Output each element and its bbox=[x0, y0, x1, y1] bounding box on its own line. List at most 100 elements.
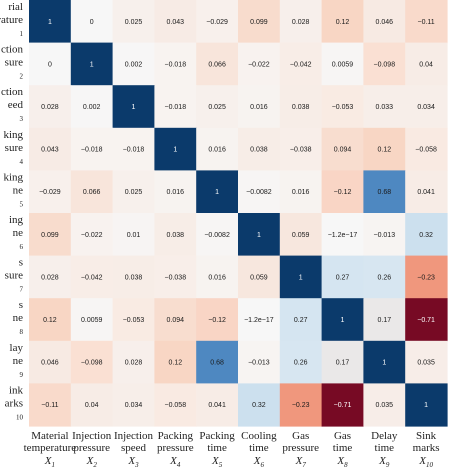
y-axis-label-5: king ne 5 bbox=[3, 171, 23, 208]
heatmap-cell-r8-c4 bbox=[154, 298, 197, 342]
x-axis-label-3-line-1: Injection bbox=[114, 430, 154, 442]
y-axis-label-7-line-1: s bbox=[19, 257, 23, 269]
x-axis-symbol-3: X3 bbox=[127, 455, 139, 469]
y-axis-label-10-line-1: ink bbox=[9, 384, 24, 396]
y-axis-label-2-line-1: ction bbox=[1, 44, 23, 56]
heatmap-cell-r4-c8 bbox=[321, 127, 364, 171]
y-axis-label-4: king sure 4 bbox=[3, 129, 23, 166]
heatmap-cell-value-r4-c3: −0.018 bbox=[123, 147, 145, 154]
heatmap-cell-r5-c8 bbox=[321, 170, 364, 214]
heatmap-cell-r8-c5 bbox=[196, 298, 239, 342]
heatmap-cell-r7-c8 bbox=[321, 255, 364, 299]
x-axis-label-1-line-1: Material bbox=[31, 430, 68, 442]
heatmap-cell-r9-c9 bbox=[363, 340, 406, 384]
y-axis-label-7-line-2: sure bbox=[5, 270, 23, 282]
heatmap-cell-value-r8-c1: 0.12 bbox=[43, 317, 57, 324]
heatmap-cell-value-r1-c9: 0.046 bbox=[376, 19, 394, 26]
heatmap-cell-value-r5-c2: 0.066 bbox=[83, 189, 101, 196]
heatmap-cell-r1-c2 bbox=[70, 0, 114, 44]
y-axis-label-8-line-2: ne bbox=[13, 312, 24, 324]
heatmap-cell-value-r10-c5: 0.041 bbox=[208, 402, 226, 409]
y-axis-label-10-line-2: arks bbox=[5, 397, 23, 409]
heatmap-cell-r9-c8 bbox=[321, 340, 364, 384]
x-axis-label-8-line-2: time bbox=[333, 442, 353, 454]
y-axis-label-1-line-2: rature bbox=[0, 14, 23, 26]
heatmap-cell-r4-c6 bbox=[238, 127, 281, 171]
heatmap-cell-value-r6-c9: −0.013 bbox=[373, 232, 395, 239]
x-axis-label-7-line-2: pressure bbox=[282, 442, 319, 454]
heatmap-cell-value-r5-c6: −0.0082 bbox=[246, 189, 272, 196]
heatmap-cell-value-r5-c4: 0.016 bbox=[167, 189, 185, 196]
heatmap-cell-r2-c2 bbox=[70, 42, 114, 86]
heatmap-cell-r3-c2 bbox=[70, 85, 114, 129]
heatmap-cell-value-r9-c9: 1 bbox=[382, 360, 386, 367]
heatmap-cell-value-r8-c5: −0.12 bbox=[208, 317, 226, 324]
heatmap-cell-r8-c6 bbox=[238, 298, 281, 342]
x-axis-symbol-10: X10 bbox=[418, 455, 433, 469]
heatmap-cell-r9-c2 bbox=[70, 340, 114, 384]
x-axis-label-9-line-2: time bbox=[375, 442, 395, 454]
heatmap-cell-r4-c2 bbox=[70, 127, 114, 171]
heatmap-cell-value-r2-c5: 0.066 bbox=[208, 61, 226, 68]
y-axis-label-1: rialrature 1 bbox=[0, 1, 24, 38]
x-axis-symbol-1: X1 bbox=[44, 455, 55, 469]
heatmap-cell-value-r8-c9: 0.17 bbox=[377, 317, 391, 324]
x-axis-label-2-line-1: Injection bbox=[72, 430, 112, 442]
heatmap-cell-value-r1-c5: −0.029 bbox=[206, 19, 228, 26]
heatmap-cell-value-r8-c2: 0.0059 bbox=[81, 317, 103, 324]
x-axis-label-5-line-2: time bbox=[207, 442, 227, 454]
heatmap-cell-value-r4-c8: 0.094 bbox=[334, 147, 352, 154]
y-axis-label-5-line-2: ne bbox=[13, 184, 24, 196]
heatmap-cell-value-r7-c5: 0.016 bbox=[208, 274, 226, 281]
heatmap-cell-r6-c2 bbox=[70, 213, 114, 257]
y-axis-label-4-line-2: sure bbox=[5, 142, 23, 154]
x-axis-label-9-line-1: Delay bbox=[371, 430, 398, 442]
heatmap-cell-r1-c6 bbox=[238, 0, 281, 44]
heatmap-cell-r2-c8 bbox=[321, 42, 364, 86]
heatmap-cell-value-r7-c2: −0.042 bbox=[81, 274, 103, 281]
heatmap-cell-r1-c1 bbox=[29, 0, 72, 44]
y-axis-label-6-line-1: ing bbox=[9, 214, 24, 226]
heatmap-cell-r4-c5 bbox=[196, 127, 239, 171]
x-axis-label-4-line-2: pressure bbox=[157, 442, 194, 454]
y-axis-label-2-line-2: sure bbox=[5, 57, 23, 69]
x-axis-symbol-4: X4 bbox=[169, 455, 181, 469]
heatmap-cell-value-r9-c1: 0.046 bbox=[41, 360, 59, 367]
heatmap-cell-r3-c8 bbox=[321, 85, 364, 129]
heatmap-cell-value-r6-c5: −0.0082 bbox=[204, 232, 230, 239]
heatmap-cell-r1-c7 bbox=[279, 0, 323, 44]
heatmap-cell-value-r9-c6: −0.013 bbox=[248, 360, 270, 367]
x-axis-labels: MaterialtemperatureX1InjectionpressureX2… bbox=[24, 430, 440, 469]
x-axis-label-3-line-2: speed bbox=[121, 442, 147, 454]
heatmap-cell-r1-c10 bbox=[405, 0, 448, 44]
heatmap-cell-value-r3-c10: 0.034 bbox=[417, 104, 435, 111]
y-axis-label-7-line-3: 7 bbox=[20, 286, 24, 294]
x-axis-label-5-line-1: Packing bbox=[199, 430, 235, 442]
heatmap-cell-r5-c4 bbox=[154, 170, 197, 214]
y-axis-label-6-line-3: 6 bbox=[20, 243, 24, 251]
heatmap-cell-value-r9-c8: 0.17 bbox=[336, 360, 350, 367]
y-axis-label-2: ction sure 2 bbox=[1, 44, 24, 81]
heatmap-cell-value-r5-c7: 0.016 bbox=[292, 189, 310, 196]
heatmap-cell-r6-c8 bbox=[321, 213, 364, 257]
heatmap-cell-value-r2-c4: −0.018 bbox=[164, 61, 186, 68]
y-axis-label-2-line-3: 2 bbox=[20, 73, 24, 81]
y-axis-label-9-line-3: 9 bbox=[20, 371, 24, 379]
heatmap-cell-r10-c6 bbox=[238, 383, 281, 427]
y-axis-label-3-line-3: 3 bbox=[20, 115, 24, 123]
heatmap-cell-r5-c1 bbox=[29, 170, 72, 214]
heatmap-cell-value-r4-c7: −0.038 bbox=[290, 147, 312, 154]
heatmap-cell-value-r6-c8: −1.2e−17 bbox=[328, 232, 358, 239]
heatmap-cell-r9-c3 bbox=[112, 340, 155, 384]
x-axis-label-2-line-2: pressure bbox=[73, 442, 110, 454]
heatmap-cell-value-r4-c6: 0.038 bbox=[250, 147, 268, 154]
x-axis-label-7-line-1: Gas bbox=[292, 430, 309, 442]
heatmap-cell-value-r4-c2: −0.018 bbox=[81, 147, 103, 154]
heatmap-cell-value-r3-c3: 1 bbox=[132, 104, 136, 111]
heatmap-cell-value-r2-c9: −0.098 bbox=[373, 61, 395, 68]
heatmap-cell-value-r3-c2: 0.002 bbox=[83, 104, 101, 111]
heatmap-cell-value-r8-c3: −0.053 bbox=[123, 317, 145, 324]
y-axis-label-3-line-2: eed bbox=[8, 99, 24, 111]
heatmap-cell-r10-c4 bbox=[154, 383, 197, 427]
heatmap-cell-value-r2-c8: 0.0059 bbox=[332, 61, 354, 68]
